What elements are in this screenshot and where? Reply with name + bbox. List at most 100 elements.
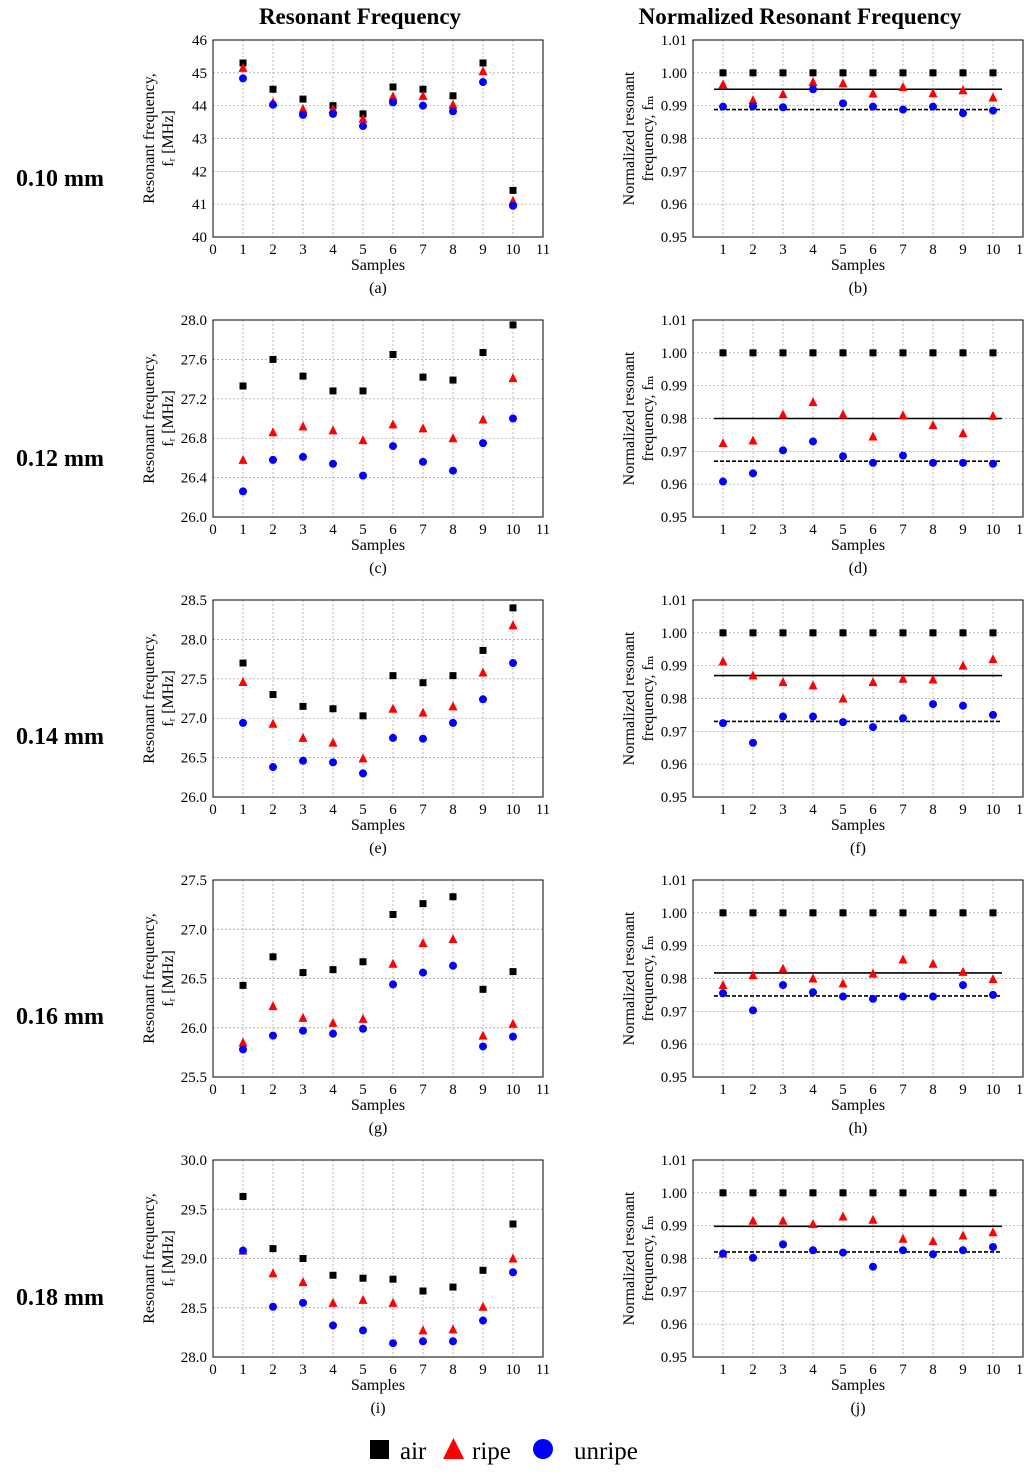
data-point-unripe — [959, 109, 967, 118]
y-tick-label: 1.00 — [661, 1186, 687, 1202]
y-tick-label: 1.01 — [661, 1153, 687, 1169]
x-tick-label: 1 — [239, 1362, 247, 1378]
data-point-air — [809, 349, 817, 357]
y-tick-label: 28.0 — [181, 1350, 207, 1366]
data-point-air — [959, 69, 967, 77]
data-point-unripe — [929, 458, 937, 467]
x-tick-label: 9 — [479, 242, 487, 258]
x-tick-label: 3 — [299, 242, 307, 258]
x-tick-label: 1 — [239, 522, 247, 538]
data-point-unripe — [479, 439, 487, 448]
data-point-ripe — [478, 667, 488, 677]
y-tick-label: 0.97 — [661, 724, 688, 740]
data-point-ripe — [988, 1227, 998, 1237]
x-tick-label: 5 — [359, 242, 367, 258]
y-tick-label: 27.0 — [181, 711, 207, 727]
data-point-air — [389, 910, 397, 918]
data-point-air — [509, 968, 517, 976]
row-label-thickness: 0.18 mm — [16, 1285, 104, 1311]
subplot-caption: (j) — [850, 1400, 865, 1417]
data-point-ripe — [508, 1018, 518, 1028]
data-point-ripe — [988, 654, 998, 664]
data-point-unripe — [779, 981, 787, 990]
row-label-thickness: 0.14 mm — [16, 724, 104, 750]
y-tick-label: 44 — [192, 99, 208, 115]
legend-marker-air — [370, 1440, 389, 1459]
data-point-unripe — [239, 1045, 247, 1054]
data-point-air — [269, 355, 277, 363]
legend: air ripe unripe — [370, 1438, 638, 1465]
data-point-unripe — [389, 98, 397, 107]
data-point-air — [899, 909, 907, 917]
x-tick-label: 10 — [986, 1082, 1001, 1098]
data-point-air — [809, 909, 817, 917]
y-axis-label: fᵣ [MHz] — [160, 950, 177, 1007]
data-point-unripe — [299, 110, 307, 119]
data-point-unripe — [869, 458, 877, 467]
data-point-unripe — [479, 695, 487, 704]
data-point-ripe — [328, 1297, 338, 1307]
data-point-ripe — [748, 95, 758, 105]
data-point-unripe — [479, 1316, 487, 1325]
subplot-caption: (f) — [850, 840, 866, 857]
data-point-unripe — [899, 105, 907, 114]
subplot-caption: (e) — [369, 840, 387, 857]
x-tick-label: 3 — [779, 522, 787, 538]
data-point-ripe — [718, 79, 728, 89]
x-tick-label: 10 — [986, 242, 1001, 258]
y-tick-label: 26.8 — [181, 431, 207, 447]
data-point-unripe — [269, 763, 277, 772]
data-point-ripe — [298, 421, 308, 431]
x-tick-label: 9 — [479, 1362, 487, 1378]
y-tick-label: 25.5 — [181, 1070, 207, 1086]
data-point-air — [749, 1189, 757, 1197]
data-point-air — [359, 387, 367, 395]
data-point-air — [479, 349, 487, 357]
data-point-ripe — [478, 1301, 488, 1311]
data-point-ripe — [328, 737, 338, 747]
plot-frame — [692, 1159, 1024, 1358]
data-point-air — [329, 387, 337, 395]
y-tick-label: 45 — [192, 66, 207, 82]
x-tick-label: 8 — [449, 1082, 457, 1098]
x-tick-label: 11 — [536, 1362, 550, 1378]
data-point-unripe — [359, 471, 367, 480]
data-point-ripe — [928, 674, 938, 684]
data-point-unripe — [239, 1246, 247, 1255]
data-point-ripe — [838, 78, 848, 88]
x-tick-label: 7 — [899, 1362, 907, 1378]
data-point-unripe — [419, 1337, 427, 1346]
data-point-unripe — [899, 714, 907, 723]
data-point-air — [809, 629, 817, 637]
data-point-ripe — [748, 670, 758, 680]
data-point-unripe — [329, 109, 337, 118]
x-tick-label: 10 — [506, 242, 521, 258]
data-point-unripe — [239, 74, 247, 83]
data-point-air — [929, 349, 937, 357]
data-point-ripe — [808, 680, 818, 690]
data-point-air — [239, 981, 247, 989]
data-point-air — [299, 95, 307, 103]
x-tick-label: 3 — [779, 1082, 787, 1098]
y-axis-label: Normalized resonant — [621, 351, 638, 485]
data-point-ripe — [808, 77, 818, 87]
data-point-air — [899, 1189, 907, 1197]
data-point-air — [479, 59, 487, 67]
x-tick-label: 10 — [506, 1082, 521, 1098]
row-label-thickness: 0.16 mm — [16, 1004, 104, 1030]
data-point-ripe — [358, 1294, 368, 1304]
data-point-ripe — [838, 409, 848, 419]
x-tick-label: 6 — [869, 522, 877, 538]
data-point-air — [779, 1189, 787, 1197]
data-point-air — [509, 1220, 517, 1228]
y-tick-label: 0.99 — [661, 939, 687, 955]
x-tick-label: 10 — [986, 1362, 1001, 1378]
x-axis-label: Samples — [831, 257, 885, 274]
data-point-ripe — [478, 1030, 488, 1040]
data-point-ripe — [718, 438, 728, 448]
data-point-air — [509, 604, 517, 612]
data-point-unripe — [389, 980, 397, 989]
data-point-ripe — [928, 88, 938, 98]
data-point-air — [989, 909, 997, 917]
